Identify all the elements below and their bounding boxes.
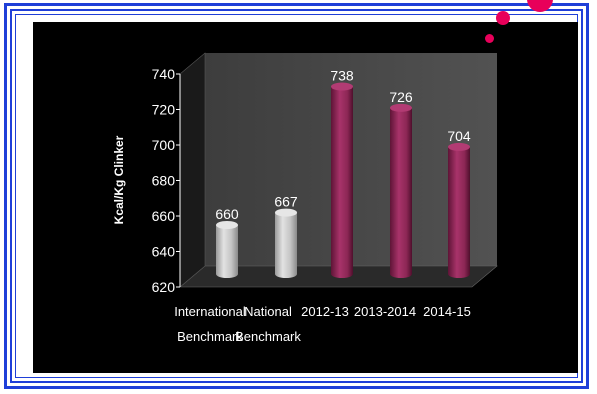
bar-top-cap	[275, 208, 297, 217]
bar-top-cap	[390, 103, 412, 112]
bar-base	[216, 270, 238, 278]
bar-base	[448, 270, 470, 278]
y-tick-label: 700	[152, 137, 176, 153]
y-axis-title: Kcal/Kg Clinker	[112, 135, 126, 224]
x-category-label: 2014-15	[423, 304, 471, 319]
bar-body	[331, 86, 353, 274]
decor-dot-small	[485, 34, 494, 43]
bar-body	[448, 146, 470, 274]
bar-top-cap	[448, 142, 470, 151]
y-tick-label: 620	[152, 279, 176, 295]
x-category-label: 2012-13	[301, 304, 349, 319]
y-tick-label: 680	[152, 173, 176, 189]
y-tick-label: 740	[152, 66, 176, 82]
data-label: 726	[389, 89, 413, 105]
bar-base	[331, 270, 353, 278]
bar-body	[216, 225, 238, 274]
x-category-label: Benchmark	[177, 329, 243, 344]
bar-body	[390, 107, 412, 274]
decor-dot-medium	[496, 11, 510, 25]
bar	[275, 208, 297, 278]
data-label: 667	[274, 194, 298, 210]
bar-body	[275, 212, 297, 274]
y-tick-label: 660	[152, 208, 176, 224]
bar	[448, 142, 470, 278]
x-category-label: Benchmark	[235, 329, 301, 344]
bar-top-cap	[216, 221, 238, 229]
data-label: 704	[447, 128, 471, 144]
y-tick-label: 640	[152, 244, 176, 260]
x-category-label: International	[174, 304, 246, 319]
x-category-label: 2013-2014	[354, 304, 416, 319]
bar-base	[390, 270, 412, 278]
bar	[390, 103, 412, 278]
bar	[216, 221, 238, 278]
data-label: 738	[330, 68, 354, 84]
chart-side-wall	[179, 52, 206, 288]
x-category-label: National	[244, 304, 292, 319]
data-label: 660	[215, 206, 239, 222]
bar-top-cap	[331, 82, 353, 91]
decor-dot-large	[527, 0, 553, 12]
bar-base	[275, 270, 297, 278]
y-tick-label: 720	[152, 102, 176, 118]
bar	[331, 82, 353, 278]
